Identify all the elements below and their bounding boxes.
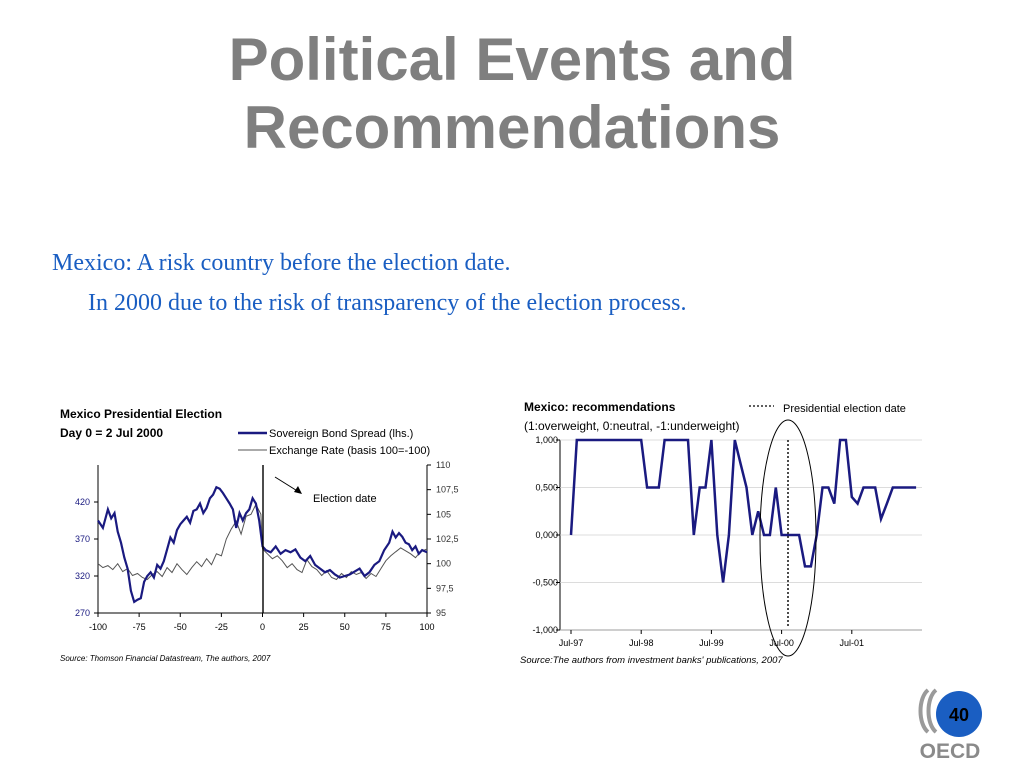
bullet-line-1: Mexico: A risk country before the electi… — [52, 250, 511, 276]
legend-exchange-label: Exchange Rate (basis 100=-100) — [269, 445, 430, 457]
chart2-source: Source:The authors from investment banks… — [520, 655, 783, 666]
chart1-right-tick-label: 100 — [436, 559, 451, 569]
chart1-x-tick-label: -75 — [133, 622, 146, 632]
chart2-y-tick-label: -1,000 — [532, 625, 558, 635]
chart1-left-tick-label: 420 — [75, 497, 90, 507]
chart1-x-tick-label: 50 — [340, 622, 350, 632]
chart2-x-tick-label: Jul-97 — [559, 638, 584, 648]
oecd-logo: 40 OECD — [912, 688, 988, 763]
title-line-1: Political Events and — [228, 26, 796, 93]
chart2-y-tick-label: -0,500 — [532, 578, 558, 588]
chart1-right-tick-label: 105 — [436, 509, 451, 519]
bond-spread-line — [97, 485, 428, 604]
chart2-x-tick-label: Jul-99 — [699, 638, 724, 648]
chart2-x-tick-label: Jul-00 — [769, 638, 794, 648]
chart2-subtitle: (1:overweight, 0:neutral, -1:underweight… — [524, 419, 739, 433]
logo-arc-2 — [926, 688, 938, 734]
chart1-x-tick-label: 0 — [260, 622, 265, 632]
chart1-left-tick-label: 370 — [75, 534, 90, 544]
election-spread-chart: Mexico Presidential Election Day 0 = 2 J… — [60, 407, 459, 663]
chart1-right-tick-label: 110 — [436, 460, 450, 470]
page-number-badge — [936, 691, 982, 737]
chart1-right-tick-label: 95 — [436, 608, 446, 618]
chart1-x-tick-label: -25 — [215, 622, 228, 632]
election-highlight-ellipse — [759, 419, 817, 657]
oecd-logo-text: OECD — [920, 740, 981, 762]
title-line-2: Recommendations — [243, 94, 781, 161]
logo-arc-1 — [918, 688, 930, 734]
annotation-arrow-head — [294, 486, 302, 494]
chart1-source: Source: Thomson Financial Datastream, Th… — [60, 654, 271, 663]
chart1-x-tick-label: -50 — [174, 622, 187, 632]
chart1-left-tick-label: 320 — [75, 571, 90, 581]
recommendations-chart: Mexico: recommendations (1:overweight, 0… — [520, 400, 922, 666]
page-number: 40 — [949, 705, 969, 725]
chart2-x-tick-label: Jul-98 — [629, 638, 654, 648]
chart2-y-tick-label: 1,000 — [535, 435, 558, 445]
chart1-x-tick-label: 75 — [381, 622, 391, 632]
recommendation-line — [569, 438, 917, 583]
election-date-annotation: Election date — [313, 493, 377, 505]
chart1-x-tick-label: 100 — [419, 622, 434, 632]
chart2-y-tick-label: 0,000 — [535, 530, 558, 540]
chart2-x-tick-label: Jul-01 — [840, 638, 865, 648]
chart2-title: Mexico: recommendations — [524, 400, 676, 414]
bullet-line-2: In 2000 due to the risk of transparency … — [88, 290, 687, 316]
chart1-x-tick-label: 25 — [299, 622, 309, 632]
slide-title: Political Events and Recommendations — [0, 26, 1024, 162]
chart2-y-tick-label: 0,500 — [535, 483, 558, 493]
legend-spread-label: Sovereign Bond Spread (lhs.) — [269, 428, 413, 440]
chart1-left-tick-label: 270 — [75, 608, 90, 618]
chart1-right-tick-label: 107,5 — [436, 485, 459, 495]
chart1-subtitle: Day 0 = 2 Jul 2000 — [60, 426, 163, 440]
chart1-right-tick-label: 97,5 — [436, 583, 454, 593]
election-legend-label: Presidential election date — [783, 403, 906, 415]
chart1-x-tick-label: -100 — [89, 622, 107, 632]
annotation-arrow — [274, 476, 300, 493]
chart1-title: Mexico Presidential Election — [60, 407, 222, 421]
chart1-right-tick-label: 102,5 — [436, 534, 459, 544]
